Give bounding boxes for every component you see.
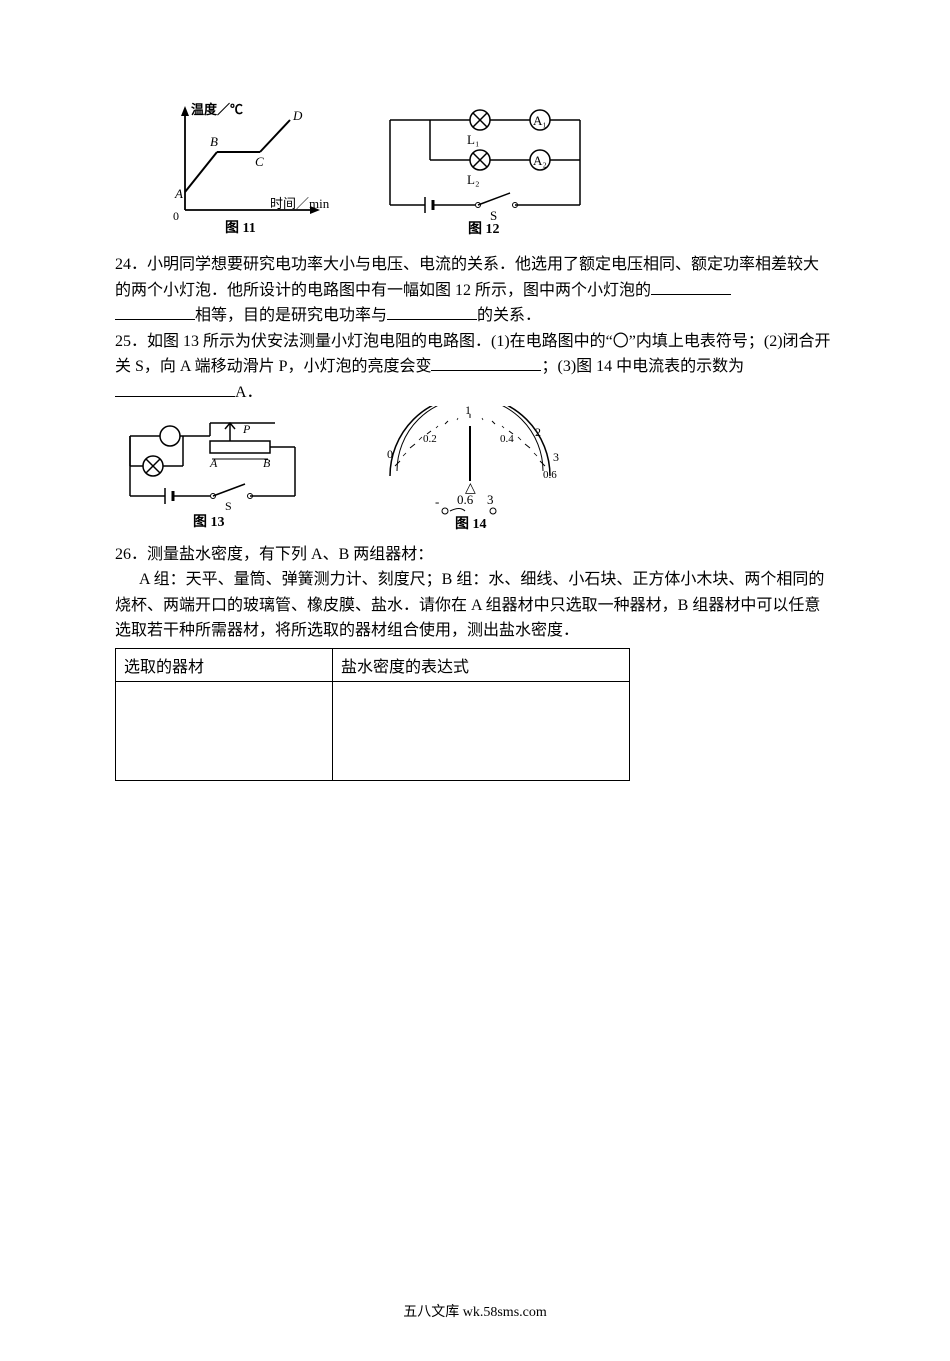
q26-text-b-wrap: A 组：天平、量筒、弹簧测力计、刻度尺；B 组：水、细线、小石块、正方体小木块、…: [115, 567, 835, 644]
fig11-y-label: 温度／℃: [191, 102, 243, 117]
fig11-A: A: [174, 186, 183, 201]
fig14-caption: 图 14: [455, 516, 487, 531]
fig13-A: A: [209, 456, 218, 470]
fig11-D: D: [292, 108, 303, 123]
question-26: 26．测量盐水密度，有下列 A、B 两组器材：: [115, 542, 835, 568]
fig14-n1: 1: [465, 406, 471, 417]
fig12-svg: L₁ A₁ L₂ A₂: [370, 100, 600, 235]
fig14-range-3: 3: [487, 492, 494, 507]
q24-blank1[interactable]: [115, 303, 195, 320]
figure-row-2: P A B: [115, 406, 835, 536]
table-cell-2[interactable]: [333, 681, 630, 780]
q25-text-b: ；(3)图 14 中电流表的示数为: [541, 358, 744, 375]
figure-row-1: 0 温度／℃ 时间／min A B C D 图 11: [155, 100, 835, 240]
table-header-1: 选取的器材: [116, 648, 333, 681]
fig12-A2: A₂: [533, 153, 547, 168]
figure-13: P A B: [115, 411, 315, 536]
table-header-2: 盐水密度的表达式: [333, 648, 630, 681]
fig12-L1: L₁: [467, 132, 479, 147]
page-footer: 五八文库 wk.58sms.com: [115, 1301, 835, 1321]
q26-text-b: A 组：天平、量筒、弹簧测力计、刻度尺；B 组：水、细线、小石块、正方体小木块、…: [115, 571, 824, 639]
fig14-n02: 0.2: [423, 433, 437, 445]
q25-blank2[interactable]: [115, 380, 235, 397]
q25-num: 25．: [115, 333, 147, 350]
q24-blank-before: [651, 278, 731, 295]
fig14-range-minus: -: [435, 494, 439, 509]
fig11-svg: 0 温度／℃ 时间／min A B C D 图 11: [155, 100, 340, 235]
fig14-n3: 3: [553, 450, 559, 464]
q24-num: 24．: [115, 256, 147, 273]
fig14-range-06: 0.6: [457, 492, 474, 507]
q25-text-c: A．: [235, 384, 263, 401]
fig12-L2: L₂: [467, 172, 479, 187]
fig13-B: B: [263, 456, 271, 470]
figure-12: L₁ A₁ L₂ A₂: [370, 100, 600, 240]
fig11-caption: 图 11: [225, 220, 256, 235]
table-cell-1[interactable]: [116, 681, 333, 780]
fig14-n0: 0: [387, 447, 393, 461]
fig12-caption: 图 12: [468, 221, 500, 235]
fig13-S: S: [225, 499, 232, 513]
figure-14: 0 1 2 0.2 0.4 3 0.6 △ - 0.6 3 图 14: [365, 406, 575, 536]
density-table: 选取的器材 盐水密度的表达式: [115, 648, 630, 781]
fig14-n2: 2: [535, 425, 541, 439]
fig13-caption: 图 13: [193, 514, 225, 530]
fig13-P: P: [242, 422, 251, 436]
question-24: 24．小明同学想要研究电功率大小与电压、电流的关系．他选用了额定电压相同、额定功…: [115, 252, 835, 329]
q24-blank2[interactable]: [387, 303, 477, 320]
fig12-A1: A₁: [533, 113, 547, 128]
fig11-B: B: [210, 134, 218, 149]
q24-text-c: 的关系．: [477, 307, 541, 324]
fig11-origin: 0: [173, 209, 179, 223]
fig14-n04: 0.4: [500, 433, 514, 445]
fig14-svg: 0 1 2 0.2 0.4 3 0.6 △ - 0.6 3 图 14: [365, 406, 575, 531]
q25-blank1[interactable]: [431, 354, 541, 371]
q26-text-a: 测量盐水密度，有下列 A、B 两组器材：: [147, 546, 433, 563]
q24-text-b: 相等，目的是研究电功率与: [195, 307, 387, 324]
q26-num: 26．: [115, 546, 147, 563]
fig14-n06: 0.6: [543, 469, 557, 481]
question-25: 25．如图 13 所示为伏安法测量小灯泡电阻的电路图．(1)在电路图中的“〇”内…: [115, 329, 835, 406]
fig13-svg: P A B: [115, 411, 315, 531]
figure-11: 0 温度／℃ 时间／min A B C D 图 11: [155, 100, 340, 240]
fig11-C: C: [255, 154, 264, 169]
fig12-S: S: [490, 208, 497, 223]
fig11-x-label: 时间／min: [270, 196, 330, 211]
